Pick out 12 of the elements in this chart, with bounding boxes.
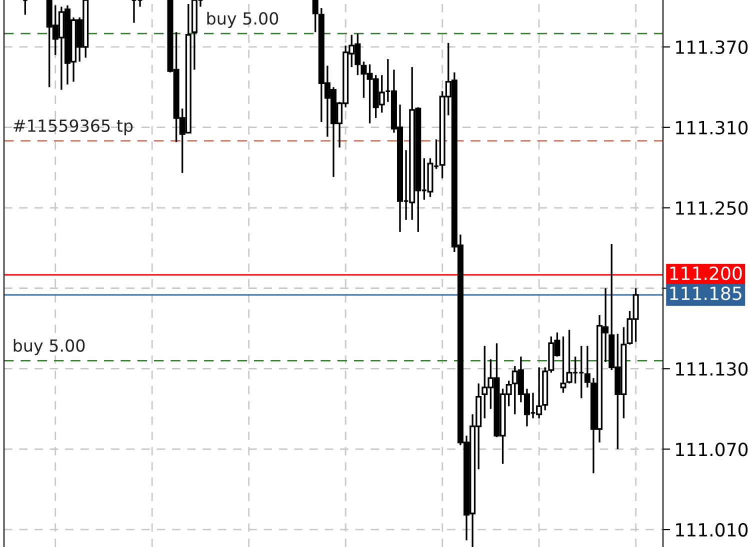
ref-line-label: buy 5.00 xyxy=(14,338,85,356)
y-tick-label: 111.130 xyxy=(676,362,748,376)
y-tick-label: 111.370 xyxy=(676,40,748,54)
y-tick-label: 111.310 xyxy=(676,120,748,134)
ref-line-label: #11559365 tp xyxy=(14,119,133,136)
y-tick-label: 111.250 xyxy=(676,201,748,215)
ref-line-label: 111.200 xyxy=(670,266,742,280)
y-tick-label: 111.070 xyxy=(676,442,748,456)
ref-line-label: buy 5.00 xyxy=(207,12,278,28)
ref-line-label: 111.185 xyxy=(670,286,742,300)
y-tick-label: 111.010 xyxy=(676,523,748,537)
candlestick xyxy=(312,0,318,34)
